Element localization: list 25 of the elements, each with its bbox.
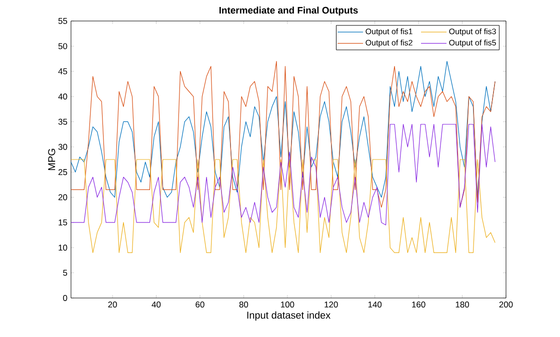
chart-title: Intermediate and Final Outputs <box>219 6 358 16</box>
y-tick-label: 45 <box>58 68 68 74</box>
x-tick-label: 200 <box>499 302 513 308</box>
x-tick-label: 100 <box>280 302 294 308</box>
x-tick-label: 160 <box>412 302 426 308</box>
x-tick-label: 80 <box>239 302 248 308</box>
y-axis-title: MPG <box>48 148 56 170</box>
y-tick-label: 10 <box>58 244 68 251</box>
y-tick-label: 30 <box>58 144 68 150</box>
y-tick-label: 40 <box>58 94 68 100</box>
y-tick-label: 35 <box>58 118 68 125</box>
y-tick-label: 50 <box>58 43 68 50</box>
y-tick-label: 5 <box>63 270 68 276</box>
y-tick-label: 25 <box>58 169 68 176</box>
y-tick-label: 55 <box>58 18 68 24</box>
x-axis-title: Input dataset index <box>247 311 330 321</box>
x-tick-label: 40 <box>152 302 161 308</box>
x-tick-label: 180 <box>456 302 470 308</box>
x-tick-label: 60 <box>196 302 204 308</box>
x-tick-label: 120 <box>324 302 338 308</box>
y-tick-label: 0 <box>63 295 68 301</box>
x-tick-label: 140 <box>368 302 382 308</box>
y-tick-label: 20 <box>58 194 68 200</box>
y-tick-label: 15 <box>58 220 68 226</box>
x-tick-label: 20 <box>108 302 117 308</box>
